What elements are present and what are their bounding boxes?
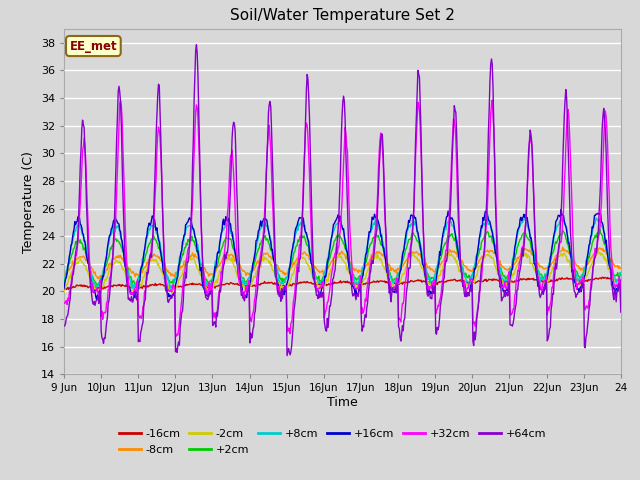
Legend: -16cm, -8cm, -2cm, +2cm, +8cm, +16cm, +32cm, +64cm: -16cm, -8cm, -2cm, +2cm, +8cm, +16cm, +3… xyxy=(114,425,551,459)
Title: Soil/Water Temperature Set 2: Soil/Water Temperature Set 2 xyxy=(230,9,455,24)
Text: EE_met: EE_met xyxy=(70,39,117,52)
X-axis label: Time: Time xyxy=(327,396,358,409)
Y-axis label: Temperature (C): Temperature (C) xyxy=(22,151,35,252)
